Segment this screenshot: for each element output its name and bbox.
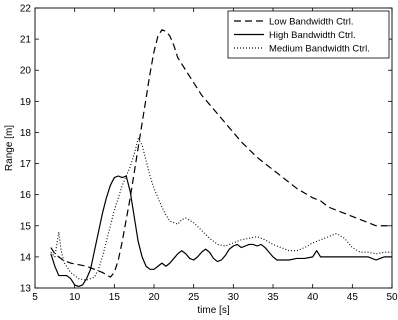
- x-tick-label: 35: [267, 292, 279, 303]
- y-tick-label: 18: [20, 128, 32, 139]
- y-tick-label: 17: [20, 159, 32, 170]
- x-tick-label: 50: [386, 292, 398, 303]
- series-line-1: [50, 175, 392, 288]
- x-tick-label: 20: [148, 292, 160, 303]
- x-tick-label: 10: [69, 292, 81, 303]
- x-tick-label: 30: [228, 292, 240, 303]
- y-tick-label: 20: [20, 66, 32, 77]
- x-tick-label: 25: [188, 292, 200, 303]
- y-tick-label: 14: [20, 252, 32, 263]
- x-axis-label: time [s]: [197, 305, 229, 316]
- legend-label-0: Low Bandwidth Ctrl.: [269, 17, 353, 28]
- legend-label-1: High Bandwidth Ctrl.: [269, 30, 356, 41]
- x-tick-label: 15: [109, 292, 121, 303]
- tick-layer: 5 10 15 20 25 30 35 40 45 50 13 14 15 16 17 18 19 20 21 22: [20, 4, 398, 304]
- legend-label-2: Medium Bandwidth Ctrl.: [269, 44, 370, 55]
- plot-area-frame: [34, 7, 393, 289]
- x-tick-label: 5: [32, 292, 38, 303]
- y-tick-label: 19: [20, 97, 32, 108]
- y-tick-label: 16: [20, 190, 32, 201]
- y-tick-label: 22: [20, 4, 32, 15]
- x-tick-label: 40: [307, 292, 319, 303]
- series-line-0: [50, 29, 392, 278]
- series-layer: [50, 29, 392, 288]
- y-tick-label: 15: [20, 221, 32, 232]
- y-tick-label: 13: [20, 284, 32, 295]
- x-tick-label: 45: [347, 292, 359, 303]
- legend: Low Bandwidth Ctrl. High Bandwidth Ctrl. M…: [227, 10, 390, 59]
- series-line-2: [50, 138, 392, 281]
- y-axis-label: Range [m]: [4, 125, 15, 171]
- y-tick-label: 21: [20, 35, 32, 46]
